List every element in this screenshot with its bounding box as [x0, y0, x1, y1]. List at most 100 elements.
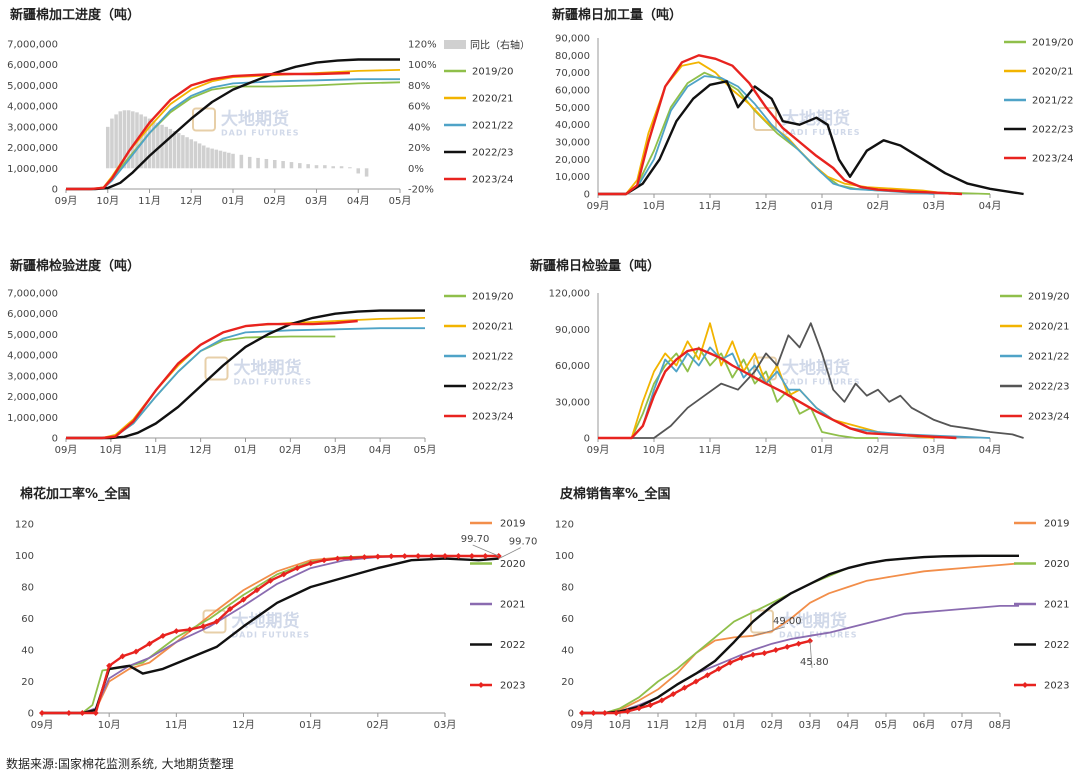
series-marker-2023 [227, 606, 234, 613]
legend-label: 2022/23 [1032, 125, 1074, 136]
chart-processing-progress: 新疆棉加工进度（吨） 0 1,000,000 2,000,000 3,000,000 4,… [7, 7, 530, 207]
legend-label: 2020 [500, 559, 525, 570]
yoy-bar [206, 147, 210, 169]
legend-label: 2022/23 [1028, 382, 1070, 393]
legend-label: 2019/20 [472, 67, 514, 78]
y-tick-label: 90,000 [555, 34, 590, 45]
y-tick-label: 60,000 [555, 86, 590, 97]
chart-title: 新疆棉加工进度（吨） [10, 7, 140, 23]
chart-title: 皮棉销售率%_全国 [559, 486, 671, 502]
legend-label: 2020/21 [472, 94, 514, 105]
legend-label: 2021/22 [1028, 352, 1070, 363]
chart-processing-rate: 棉花加工率%_全国 0 20 40 60 80 100 120 09月 10月 11月 12月 01月 0… [15, 486, 537, 731]
legend-label: 2019 [1044, 519, 1069, 530]
series-marker-2023 [772, 647, 779, 653]
watermark-logo-icon [204, 356, 229, 381]
watermark-text-cn: 大地期货 [234, 358, 302, 379]
yoy-bar [172, 131, 177, 169]
series-marker-2023 [715, 665, 722, 672]
legend-label: 2022 [500, 640, 525, 651]
legend-label: 2019/20 [1032, 38, 1074, 49]
series-marker-2023 [624, 708, 631, 715]
x-tick-label: 10月 [609, 719, 632, 731]
y-tick-label: 40,000 [555, 120, 590, 131]
series-marker-2023 [240, 596, 247, 603]
y-tick-label: 2,000,000 [7, 143, 58, 154]
y-tick-label: 0 [28, 709, 34, 720]
x-tick-label: 02月 [867, 444, 890, 456]
y-tick-label: 100 [555, 551, 574, 562]
y2-tick-label: 40% [408, 122, 430, 133]
x-tick-label: 10月 [643, 444, 666, 456]
x-tick-label: 01月 [234, 444, 257, 456]
series-line-2022-23 [598, 322, 1024, 439]
y-tick-label: 60 [21, 614, 34, 625]
source-note: 数据来源:国家棉花监测系统, 大地期货整理 [6, 757, 234, 771]
y-tick-label: 50,000 [555, 103, 590, 114]
series-marker-2023 [401, 553, 408, 560]
x-tick-label: 02月 [867, 200, 890, 212]
legend: 2019/20 2020/21 2021/22 2022/23 2023/24 [1000, 292, 1070, 423]
series-marker-2023 [681, 684, 688, 691]
legend-swatch-bar [444, 40, 466, 49]
y-tick-label: 5,000,000 [7, 81, 58, 92]
legend-label: 2023 [500, 681, 525, 692]
series-marker-2023 [636, 705, 642, 712]
x-tick-label: 04月 [347, 195, 370, 207]
series-marker-2023 [693, 678, 699, 685]
series-marker-2023 [39, 710, 45, 716]
series-marker-2023 [294, 565, 301, 572]
x-tick-label: 11月 [647, 719, 670, 731]
chart-sales-rate: 皮棉销售率%_全国 0 20 40 60 80 100 120 09月 10月 11月 12月 01月 0… [555, 486, 1070, 731]
series-marker-2023 [334, 555, 341, 562]
watermark-text-en: DADI FUTURES [221, 129, 300, 138]
legend-label: 2021/22 [472, 352, 514, 363]
x-tick-label: 09月 [31, 719, 54, 731]
y-tick-label: 30,000 [555, 397, 590, 408]
legend-label: 2022 [1044, 640, 1069, 651]
yoy-bar [105, 126, 110, 169]
legend-label: 2021 [1044, 600, 1069, 611]
series-marker-2023 [347, 554, 354, 561]
y-tick-label: 70,000 [555, 68, 590, 79]
annotation-label: 99.70 [461, 534, 490, 545]
annotation-label: 49.00 [773, 616, 802, 627]
series-marker-2023 [428, 552, 435, 559]
x-tick-label: 09月 [55, 195, 78, 207]
y-tick-label: 20,000 [555, 155, 590, 166]
x-tick-label: 01月 [723, 719, 746, 731]
series-marker-2023 [307, 560, 314, 567]
series-line-2022-23 [66, 58, 400, 191]
yoy-bar [247, 156, 252, 169]
y-tick-label: 1,000,000 [7, 164, 58, 175]
watermark-text-en: DADI FUTURES [234, 378, 313, 387]
chart-title: 新疆棉日加工量（吨） [552, 7, 682, 23]
y-tick-label: 40 [561, 646, 574, 657]
series-marker-2023 [750, 651, 756, 658]
series-line-2023-24 [66, 71, 350, 191]
x-tick-label: 03月 [434, 719, 457, 731]
y-tick-label: 2,000,000 [7, 392, 58, 403]
y-tick-label: 20 [561, 677, 574, 688]
series-marker-2023 [173, 628, 180, 635]
series-marker-2023 [670, 691, 677, 698]
x-tick-label: 11月 [699, 444, 722, 456]
y-tick-label: 80 [21, 583, 34, 594]
series-marker-2023 [761, 650, 768, 657]
yoy-bar [189, 139, 194, 169]
yoy-bar [110, 118, 114, 169]
y-tick-label: 0 [52, 434, 58, 445]
yoy-bar [323, 165, 327, 169]
y-tick-label: 0 [568, 709, 574, 720]
x-tick-label: 03月 [305, 195, 328, 207]
y-tick-label: 6,000,000 [7, 60, 58, 71]
series-marker-2023 [647, 702, 654, 709]
series-marker-2023 [388, 553, 395, 560]
series-marker-2023 [321, 557, 328, 564]
yoy-bar [356, 168, 361, 174]
chart-title: 棉花加工率%_全国 [20, 486, 131, 502]
x-tick-label: 11月 [138, 195, 161, 207]
yoy-bar [139, 114, 143, 169]
annotation-leader [809, 640, 813, 668]
